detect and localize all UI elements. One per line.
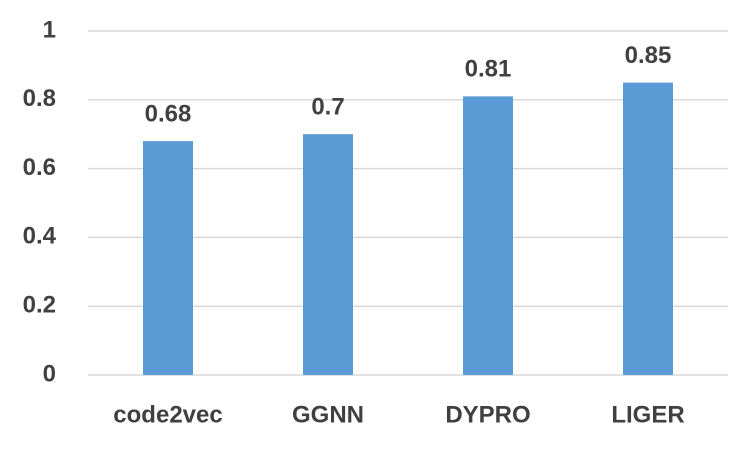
- y-tick-label: 0: [43, 360, 56, 387]
- data-label: 0.85: [625, 42, 672, 69]
- data-label: 0.7: [311, 94, 344, 121]
- data-label: 0.68: [145, 100, 192, 127]
- bar: [303, 134, 353, 375]
- y-tick-label: 0.8: [23, 85, 56, 112]
- x-tick-label: code2vec: [113, 401, 222, 428]
- y-tick-label: 0.4: [23, 223, 57, 250]
- x-tick-label: GGNN: [292, 401, 364, 428]
- y-tick-label: 0.6: [23, 154, 56, 181]
- bar: [463, 96, 513, 376]
- bar: [143, 141, 193, 375]
- x-tick-label: DYPRO: [445, 401, 530, 428]
- y-tick-label: 1: [43, 16, 56, 43]
- data-label: 0.81: [465, 56, 512, 83]
- bar: [623, 82, 673, 375]
- x-tick-label: LIGER: [611, 401, 684, 428]
- y-tick-label: 0.2: [23, 292, 56, 319]
